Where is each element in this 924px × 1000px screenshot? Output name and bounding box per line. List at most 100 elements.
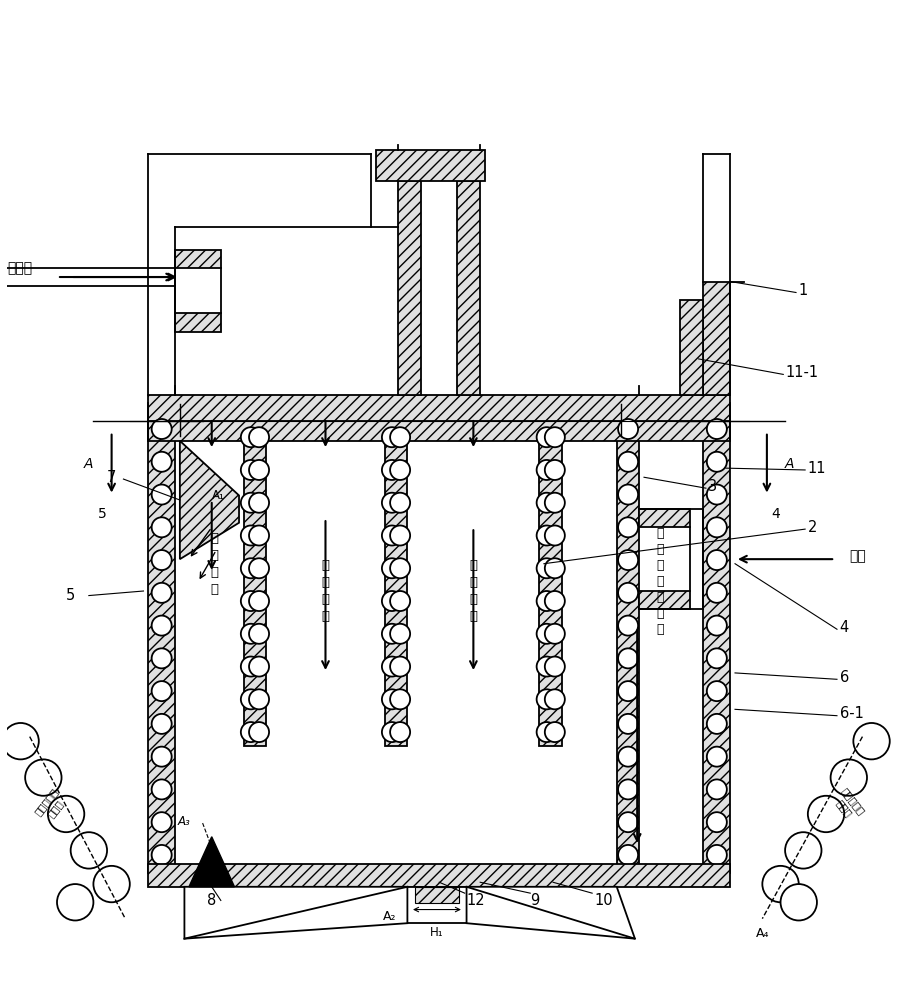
Circle shape — [618, 648, 638, 668]
Circle shape — [382, 460, 402, 480]
Circle shape — [537, 460, 556, 480]
Circle shape — [545, 493, 565, 513]
Circle shape — [249, 493, 269, 513]
Circle shape — [249, 591, 269, 611]
Circle shape — [382, 624, 402, 644]
Circle shape — [249, 624, 269, 644]
Circle shape — [382, 591, 402, 611]
Text: 淡
荒
煤
气: 淡 荒 煤 气 — [211, 532, 218, 596]
Circle shape — [707, 845, 727, 865]
Circle shape — [390, 624, 410, 644]
Circle shape — [249, 689, 269, 709]
Circle shape — [241, 657, 261, 677]
Circle shape — [618, 812, 638, 832]
Circle shape — [390, 525, 410, 546]
Text: 3: 3 — [708, 479, 717, 494]
Circle shape — [390, 493, 410, 513]
Text: 向
火
侧
边
风
通
道: 向 火 侧 边 风 通 道 — [656, 527, 663, 636]
Circle shape — [537, 657, 556, 677]
Text: 10: 10 — [594, 893, 613, 908]
Circle shape — [537, 525, 556, 546]
Circle shape — [618, 779, 638, 799]
Text: 荒煤气: 荒煤气 — [7, 261, 32, 275]
Circle shape — [618, 747, 638, 767]
Circle shape — [382, 427, 402, 447]
Text: 5: 5 — [67, 588, 76, 603]
Circle shape — [707, 452, 727, 472]
Circle shape — [382, 558, 402, 578]
Bar — [148, 423, 176, 873]
Circle shape — [762, 866, 798, 902]
Bar — [703, 423, 731, 873]
Bar — [616, 423, 639, 873]
Circle shape — [241, 722, 261, 742]
Bar — [639, 509, 689, 527]
Circle shape — [545, 624, 565, 644]
Bar — [148, 864, 731, 887]
Circle shape — [545, 657, 565, 677]
Circle shape — [390, 460, 410, 480]
Circle shape — [545, 525, 565, 546]
Bar — [703, 282, 731, 395]
Text: 9: 9 — [530, 893, 540, 908]
Circle shape — [618, 452, 638, 472]
Circle shape — [152, 419, 172, 439]
Circle shape — [382, 722, 402, 742]
Bar — [639, 591, 689, 609]
Circle shape — [241, 689, 261, 709]
Circle shape — [707, 616, 727, 636]
Text: 11: 11 — [808, 461, 826, 476]
Text: 锅炉背火侧
水冷壁: 锅炉背火侧 水冷壁 — [32, 786, 68, 824]
Circle shape — [537, 558, 556, 578]
Circle shape — [618, 583, 638, 603]
Circle shape — [241, 427, 261, 447]
Bar — [176, 313, 221, 332]
Circle shape — [707, 648, 727, 668]
Circle shape — [545, 722, 565, 742]
Circle shape — [618, 550, 638, 570]
Text: H₁: H₁ — [431, 926, 444, 939]
Bar — [407, 887, 467, 923]
Circle shape — [707, 747, 727, 767]
Circle shape — [249, 558, 269, 578]
Circle shape — [545, 427, 565, 447]
Circle shape — [70, 832, 107, 869]
Text: 浓
荒
煤
气: 浓 荒 煤 气 — [322, 559, 330, 623]
Text: 8: 8 — [207, 893, 216, 908]
Circle shape — [781, 884, 817, 920]
Text: 1: 1 — [798, 283, 808, 298]
Circle shape — [390, 657, 410, 677]
Text: A₃: A₃ — [178, 815, 190, 828]
Circle shape — [93, 866, 129, 902]
Circle shape — [618, 681, 638, 701]
Circle shape — [152, 714, 172, 734]
Circle shape — [537, 427, 556, 447]
Circle shape — [545, 460, 565, 480]
Circle shape — [152, 452, 172, 472]
Circle shape — [382, 657, 402, 677]
Circle shape — [618, 419, 638, 439]
Circle shape — [707, 419, 727, 439]
Circle shape — [707, 550, 727, 570]
Circle shape — [707, 485, 727, 505]
Polygon shape — [189, 837, 235, 887]
Text: 5: 5 — [98, 507, 107, 521]
Text: A₂: A₂ — [383, 910, 396, 923]
Circle shape — [152, 812, 172, 832]
Circle shape — [537, 591, 556, 611]
Circle shape — [152, 648, 172, 668]
Bar — [375, 150, 485, 181]
Text: A: A — [84, 457, 93, 471]
Text: 12: 12 — [467, 893, 485, 908]
Bar — [457, 181, 480, 395]
Bar — [384, 423, 407, 746]
Circle shape — [152, 485, 172, 505]
Circle shape — [241, 525, 261, 546]
Bar — [398, 181, 421, 395]
Circle shape — [618, 485, 638, 505]
Circle shape — [249, 722, 269, 742]
Circle shape — [25, 759, 62, 796]
Text: A₄: A₄ — [756, 927, 769, 940]
Circle shape — [545, 558, 565, 578]
Text: 11-1: 11-1 — [785, 365, 819, 380]
